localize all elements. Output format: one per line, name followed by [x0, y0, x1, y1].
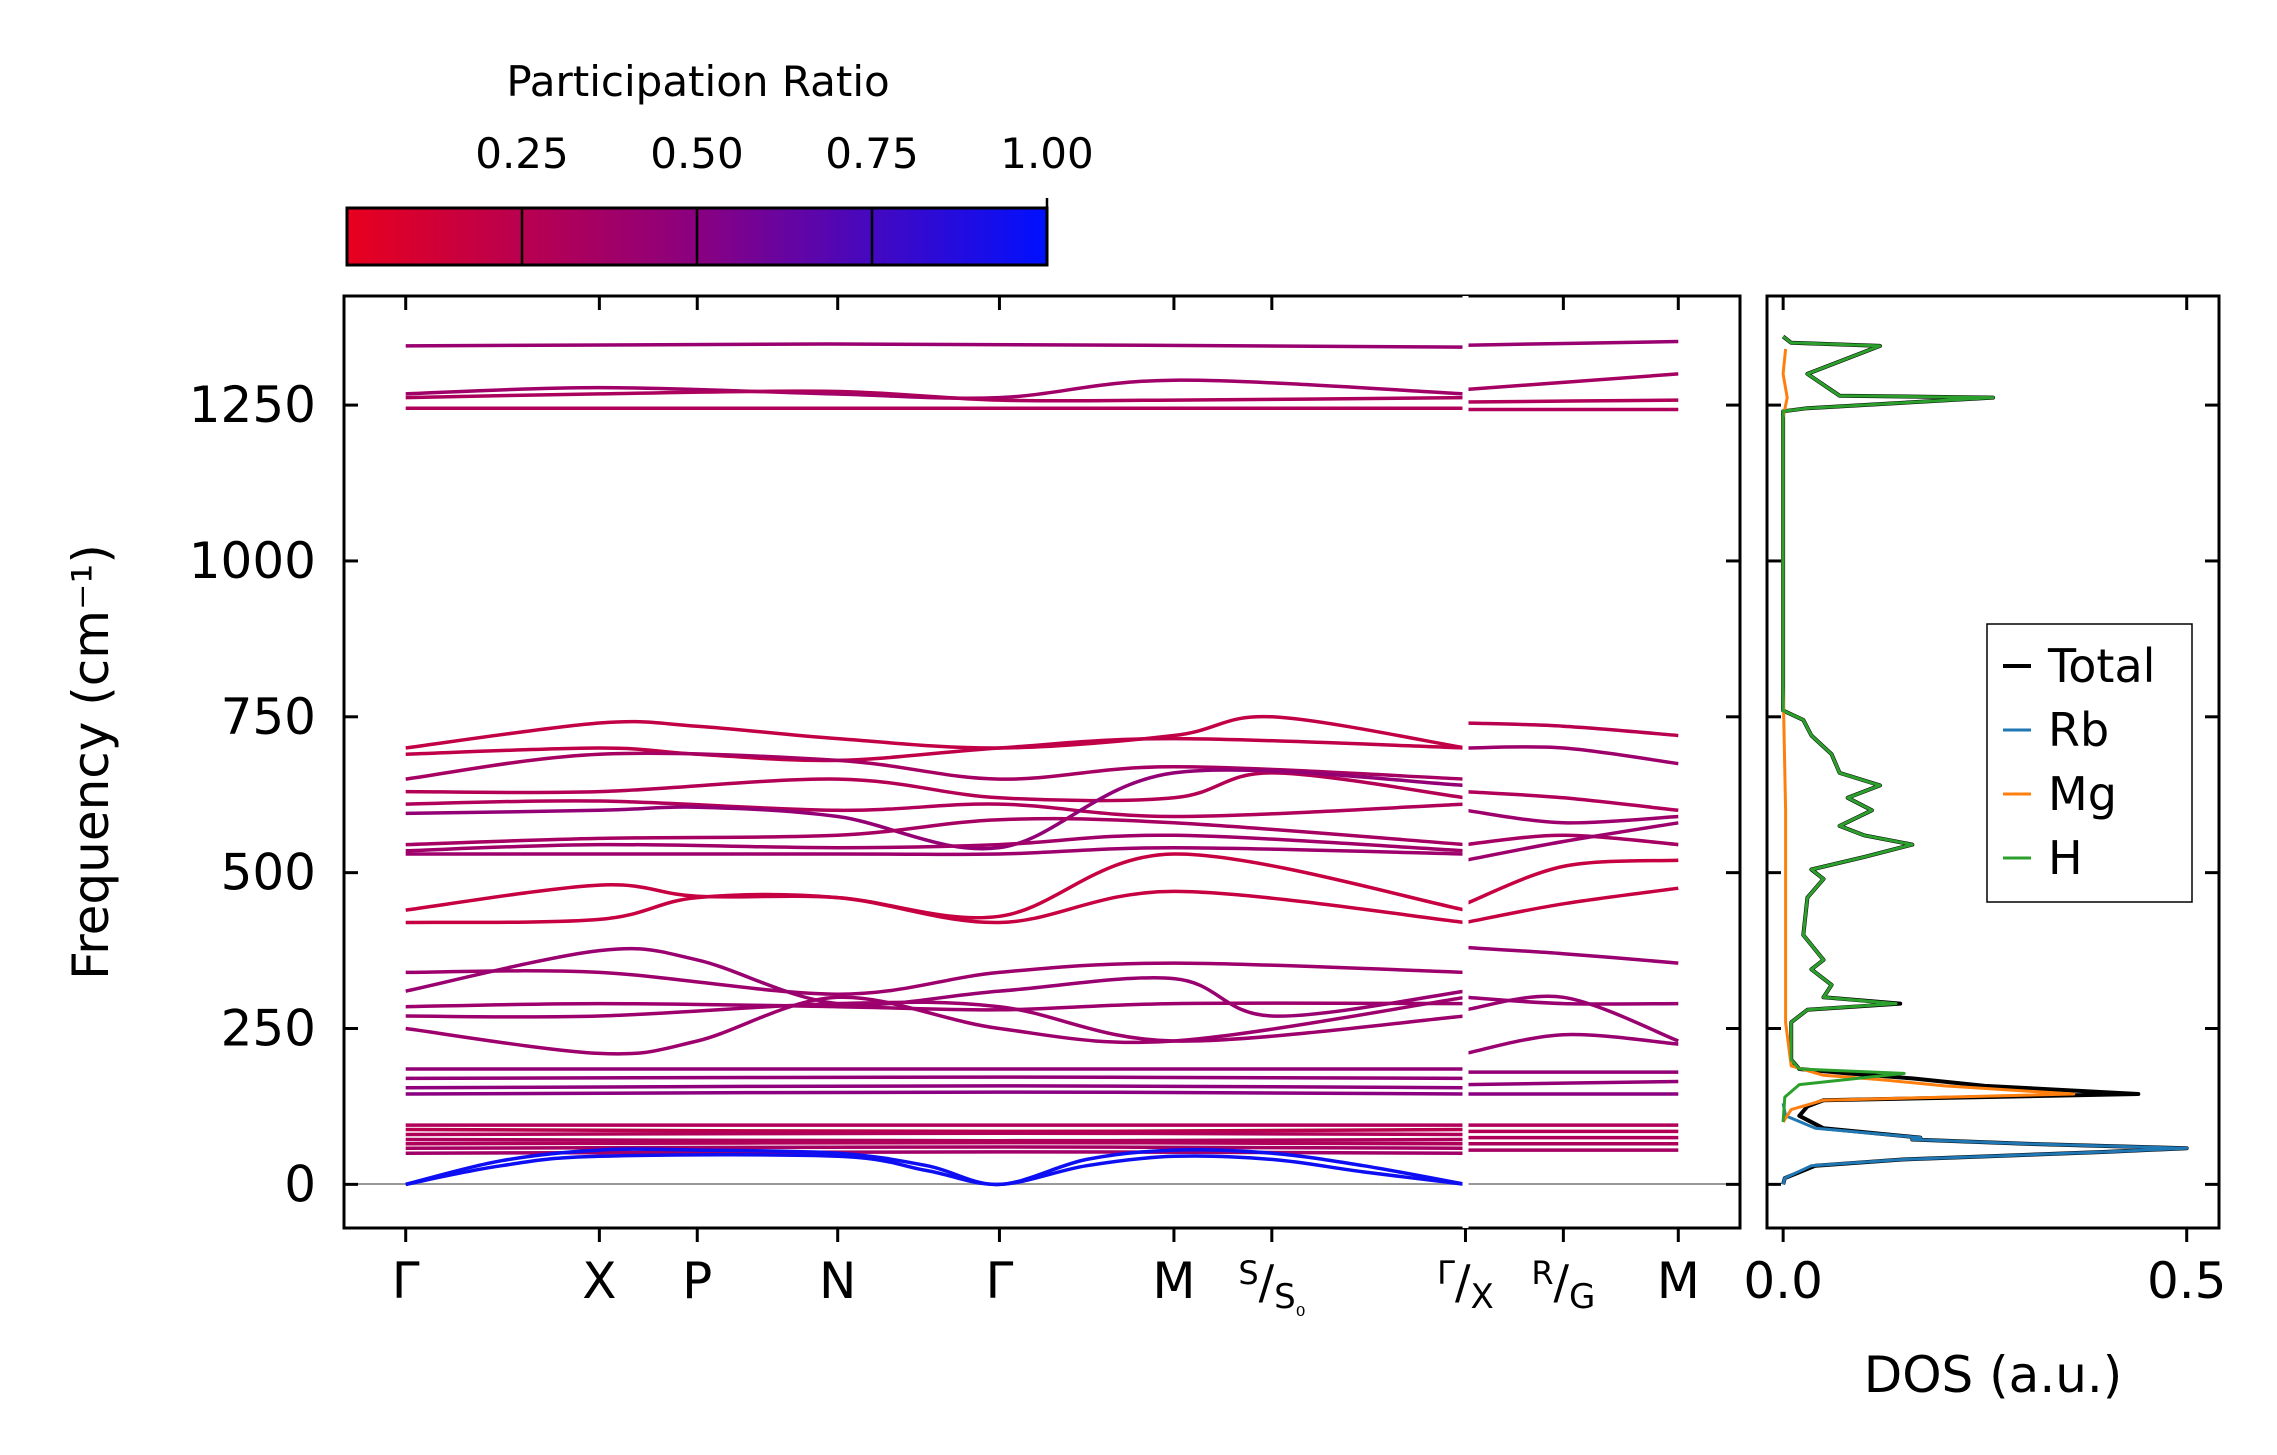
phonon-band [405, 771, 1466, 803]
phonon-band [405, 1075, 1466, 1081]
phonon-band [405, 714, 1466, 750]
legend-frame [1986, 623, 2193, 903]
legend-label: H [2048, 831, 2083, 885]
dos-legend: Total Rb Mg H [1986, 623, 2193, 903]
phonon-band [1465, 886, 1679, 925]
phonon-band [1465, 995, 1679, 1006]
phonon-band [1465, 745, 1679, 766]
y-tick-label: 0 [284, 1155, 316, 1213]
phonon-band [1465, 339, 1679, 347]
phonon-band [1465, 994, 1679, 1043]
phonon-band [405, 799, 1466, 819]
band-structure-panel: 0 250 500 750 1000 1250 Γ X P N Γ M S/S₀ Γ/X R/G M Fre… [62, 294, 1742, 1322]
dos-y-ticks [1767, 403, 2219, 1186]
kpoint-label: N [819, 1252, 856, 1310]
dos-panel: 0.0 0.5 DOS (a.u.) Total Rb Mg H [1743, 294, 2226, 1404]
phonon-band [405, 1001, 1466, 1012]
phonon-band [1465, 945, 1679, 965]
legend-label: Mg [2048, 767, 2117, 821]
phonon-band [1465, 789, 1679, 813]
colorbar-tick-label: 0.25 [475, 129, 569, 178]
phonon-band [405, 889, 1466, 925]
phonon-band [1465, 1079, 1679, 1087]
phonon-band [1465, 808, 1679, 825]
colorbar-tick-label: 1.00 [1000, 129, 1094, 178]
phonon-band [405, 1145, 1466, 1150]
phonon-band [405, 1090, 1466, 1096]
dos-x-ticks: 0.0 0.5 [1743, 296, 2226, 1310]
phonon-band [405, 768, 1466, 851]
kpoint-label: R/G [1531, 1254, 1595, 1317]
y-tick-label: 750 [221, 688, 316, 746]
dos-series-mg [1781, 348, 2076, 1123]
dos-axes-frame [1765, 294, 2221, 1230]
phonon-band [405, 1084, 1466, 1090]
colorbar: Participation Ratio 0.25 0.50 0.75 1.00 [345, 57, 1094, 267]
phonon-band [405, 1127, 1466, 1134]
phonon-band [1465, 833, 1679, 847]
dos-x-axis-label: DOS (a.u.) [1864, 1346, 2123, 1404]
legend-label: Total [2047, 639, 2155, 693]
phonon-band [1465, 721, 1679, 738]
kpoint-label: Γ [392, 1252, 420, 1310]
y-tick-label: 1250 [189, 376, 316, 434]
phonon-band [405, 1137, 1466, 1143]
phonon-band [1464, 858, 1679, 906]
kpoint-label: Γ [986, 1252, 1014, 1310]
dos-series-h [1781, 335, 1995, 1123]
phonon-band [405, 1000, 1466, 1043]
dos-series-rb [1781, 1103, 2189, 1185]
phonon-band [405, 1131, 1466, 1137]
kpoint-label: M [1657, 1252, 1700, 1310]
y-tick-label: 1000 [189, 532, 316, 590]
phonon-band [405, 1140, 1466, 1146]
y-tick-label: 500 [221, 844, 316, 902]
colorbar-tick-label: 0.50 [650, 129, 744, 178]
phonon-band [405, 833, 1466, 853]
phonon-band [405, 995, 1466, 1056]
dos-x-tick-label: 0.5 [2147, 1252, 2227, 1310]
phonon-band [405, 1147, 1466, 1187]
dos-lines [1781, 334, 2189, 1185]
colorbar-tick-label: 0.75 [825, 129, 919, 178]
phonon-band [405, 845, 1466, 857]
phonon-band [405, 961, 1466, 996]
phonon-band [1465, 821, 1679, 862]
y-axis-label: Frequency (cm⁻¹) [62, 544, 120, 980]
phonon-band [405, 1153, 1466, 1187]
phonon-band [1465, 398, 1679, 404]
phonon-band [1465, 372, 1679, 392]
phonon-band [1465, 1032, 1679, 1056]
phonon-band [405, 342, 1466, 349]
kpoint-label: M [1152, 1252, 1195, 1310]
colorbar-title: Participation Ratio [506, 57, 889, 106]
phonon-band [405, 852, 1466, 920]
band-lines [405, 339, 1679, 1187]
kpoint-label: S/S₀ [1238, 1254, 1305, 1322]
kpoint-label: P [682, 1252, 712, 1310]
phonon-band [405, 816, 1466, 847]
band-axes-frame [342, 294, 1742, 1230]
phonon-band [405, 389, 1466, 403]
phonon-band [405, 946, 1466, 1018]
dos-x-tick-label: 0.0 [1743, 1252, 1823, 1310]
colorbar-ticks: 0.25 0.50 0.75 1.00 [475, 129, 1094, 265]
band-x-ticks: Γ X P N Γ M S/S₀ Γ/X R/G M [392, 296, 1700, 1322]
kpoint-label: Γ/X [1437, 1254, 1494, 1317]
phonon-band [405, 736, 1466, 763]
kpoint-label: X [582, 1252, 616, 1310]
band-y-ticks: 0 250 500 750 1000 1250 [189, 376, 1740, 1213]
y-tick-label: 250 [221, 1000, 316, 1058]
legend-label: Rb [2048, 703, 2109, 757]
